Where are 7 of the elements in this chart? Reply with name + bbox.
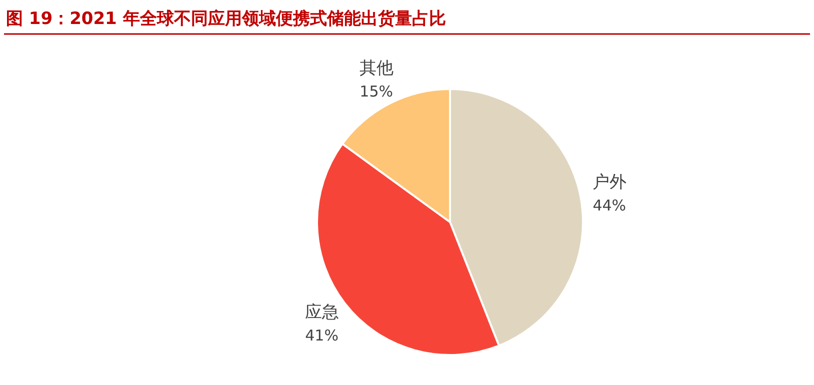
data-label: 15% xyxy=(360,82,394,100)
slice-label: 其他 xyxy=(359,58,394,78)
slice-label: 户外 xyxy=(592,172,626,193)
slice-label: 应急 xyxy=(304,302,339,322)
data-label: 41% xyxy=(305,326,338,344)
chart-title: 图 19：2021 年全球不同应用领域便携式储能出货量占比 xyxy=(6,9,446,29)
data-label: 44% xyxy=(592,196,626,215)
